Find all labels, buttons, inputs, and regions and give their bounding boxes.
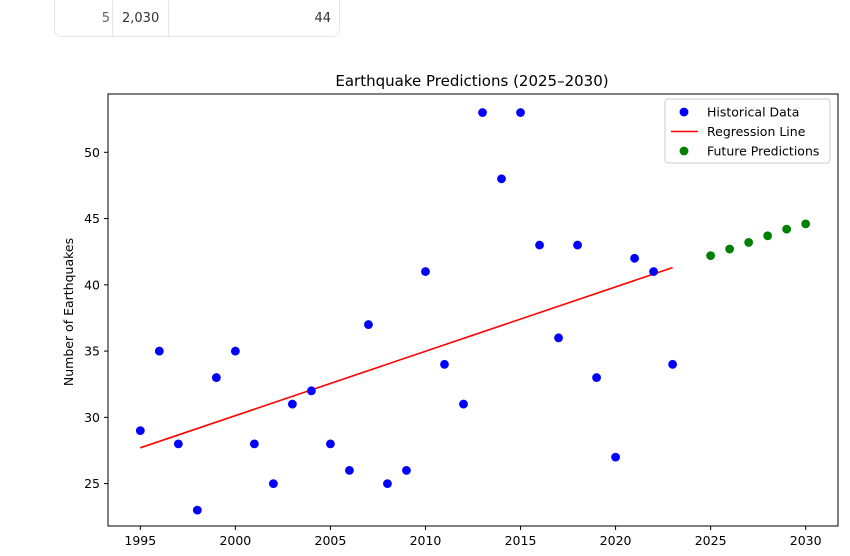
historical-point <box>554 333 563 343</box>
historical-point <box>192 505 202 515</box>
legend-label: Future Predictions <box>707 144 819 159</box>
historical-point <box>459 399 468 409</box>
legend-marker <box>679 107 689 117</box>
legend-label: Historical Data <box>707 105 799 120</box>
year-cell: 2,030 <box>122 11 160 26</box>
historical-point <box>230 346 240 356</box>
prediction-point <box>706 251 716 261</box>
x-tick-label: 1995 <box>124 533 156 548</box>
axis-ticks: 1995 2000 2005 2010 2015 2020 2025 2030 25 30 35 40… <box>84 145 822 548</box>
prediction-point <box>744 238 754 247</box>
historical-point <box>268 479 278 488</box>
y-tick-label: 40 <box>84 277 100 292</box>
x-tick-label: 2025 <box>695 533 727 548</box>
x-tick-label: 2005 <box>315 533 347 548</box>
historical-point <box>211 373 221 382</box>
x-tick-label: 2020 <box>600 533 632 548</box>
legend-marker <box>679 146 689 156</box>
historical-point <box>383 479 392 488</box>
historical-point <box>364 320 373 329</box>
column-divider <box>112 1 113 37</box>
historical-point <box>440 359 449 369</box>
y-tick-label: 50 <box>84 145 100 160</box>
legend-box <box>664 98 831 164</box>
x-tick-label: 2015 <box>505 533 537 548</box>
legend: Historical Data Regression Line Future Pre… <box>664 98 831 164</box>
chart-title: Earthquake Predictions (2025–2030) <box>335 72 608 90</box>
y-axis-label: Number of Earthquakes <box>61 238 76 386</box>
prediction-point <box>782 224 792 234</box>
historical-point <box>345 465 354 475</box>
prediction-point <box>725 244 735 254</box>
table-row: 5 2,030 44 <box>55 1 339 37</box>
prediction-point <box>763 231 773 241</box>
historical-point <box>173 439 183 449</box>
y-tick-label: 35 <box>84 344 100 359</box>
historical-point <box>307 386 316 396</box>
regression-line <box>140 266 673 449</box>
prediction-cell: 44 <box>314 11 331 26</box>
historical-point <box>478 108 487 117</box>
x-tick-label: 2030 <box>790 533 822 548</box>
y-tick-label: 30 <box>84 410 100 425</box>
legend-label: Regression Line <box>707 124 806 139</box>
historical-point <box>649 267 658 276</box>
x-tick-label: 2010 <box>410 533 442 548</box>
historical-point <box>497 174 506 184</box>
column-divider <box>168 1 169 37</box>
historical-point <box>573 240 582 250</box>
historical-point <box>535 240 544 250</box>
historical-point <box>135 426 145 435</box>
historical-point <box>668 359 678 369</box>
historical-point <box>611 452 620 462</box>
historical-point <box>288 399 297 409</box>
historical-point <box>249 439 259 449</box>
predictions-table: 5 2,030 44 <box>54 0 340 37</box>
y-tick-label: 45 <box>84 211 100 226</box>
prediction-point <box>801 219 811 229</box>
historical-point <box>402 465 411 475</box>
row-index: 5 <box>101 11 110 26</box>
historical-point <box>630 253 639 263</box>
historical-point <box>421 267 430 276</box>
historical-point <box>326 439 335 449</box>
plot-marks <box>135 108 811 515</box>
historical-point <box>154 346 164 356</box>
y-tick-label: 25 <box>84 476 100 491</box>
plot-frame <box>107 93 839 527</box>
historical-point <box>592 373 601 382</box>
x-tick-label: 2000 <box>219 533 251 548</box>
historical-point <box>516 108 525 117</box>
